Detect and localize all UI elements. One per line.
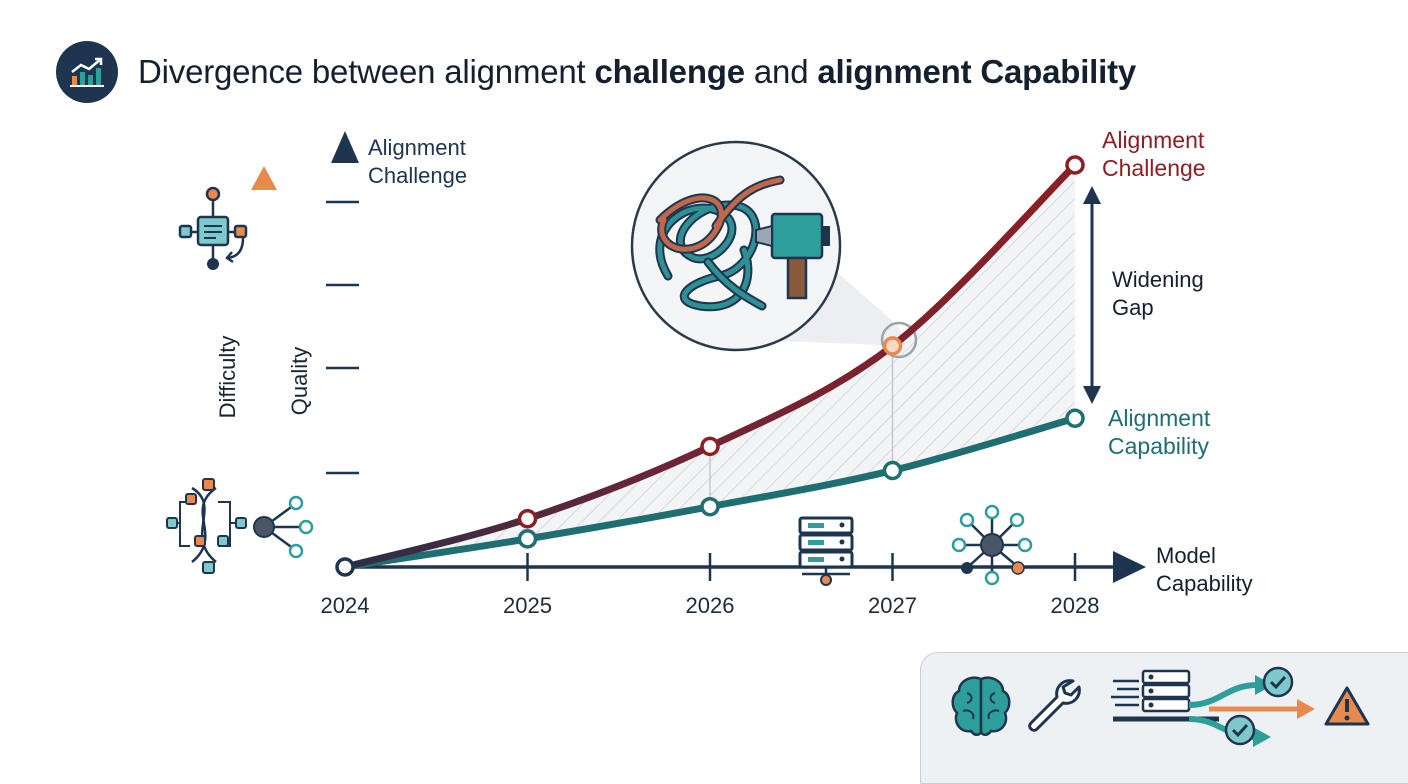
gap-label: Widening Gap — [1112, 266, 1204, 322]
data-point-capability-2026 — [700, 496, 720, 517]
x-tick-label-2024: 2024 — [320, 593, 370, 618]
x-tick-label-2025: 2025 — [503, 593, 552, 618]
data-points — [335, 155, 1085, 577]
x-axis-title: Model Capability — [1156, 542, 1253, 598]
data-point-challenge-2026 — [700, 436, 720, 457]
brain-icon — [951, 676, 1011, 736]
page-title: Divergence between alignment challenge a… — [138, 53, 1136, 91]
page-header: Divergence between alignment challenge a… — [56, 40, 1136, 104]
y-axis-title: Alignment Challenge — [368, 134, 467, 190]
server-rack-icon — [798, 516, 854, 586]
x-axis — [345, 551, 1146, 583]
data-point-capability-2027 — [882, 460, 903, 481]
x-tick-label-2026: 2026 — [685, 593, 735, 618]
x-tick-label-2027: 2027 — [868, 593, 917, 618]
y-axis — [326, 131, 359, 566]
gap-label-line2: Gap — [1112, 295, 1154, 320]
gap-label-line1: Widening — [1112, 267, 1204, 292]
data-point-challenge-2027 — [882, 336, 903, 356]
title-part-2: and — [744, 53, 818, 90]
tangled-knot-magnifier-icon — [630, 140, 918, 359]
data-point-challenge-2025 — [517, 509, 538, 529]
capability-label-line2: Capability — [1108, 433, 1209, 459]
y-axis-title-line2: Challenge — [368, 163, 468, 188]
chart-canvas: Divergence between alignment challenge a… — [56, 40, 1408, 784]
wrench-icon — [1028, 679, 1081, 732]
workflow-diagram-icon — [178, 186, 248, 270]
trend-chart-icon — [56, 41, 118, 103]
challenge-label-line1: Alignment — [1102, 127, 1205, 153]
check-circle-icon — [1262, 666, 1294, 698]
dna-network-icon — [166, 478, 247, 574]
y-axis-title-line1: Alignment — [368, 135, 466, 160]
data-point-capability-2025 — [517, 529, 538, 549]
x-ticks — [526, 553, 1077, 581]
capability-label-line1: Alignment — [1108, 405, 1211, 431]
x-axis-title-line2: Capability — [1156, 571, 1253, 596]
alignment-divergence-chart — [251, 131, 1146, 586]
network-hub-icon — [951, 504, 1033, 586]
x-tick-label-2028: 2028 — [1050, 593, 1100, 618]
difficulty-scale — [251, 166, 314, 566]
challenge-label-line2: Challenge — [1102, 155, 1206, 181]
title-part-1: Divergence between alignment — [138, 53, 595, 90]
quality-label: Quality — [287, 346, 312, 416]
capability-series-label: Alignment Capability — [1108, 404, 1210, 460]
warning-triangle-icon — [1324, 686, 1370, 726]
data-point-capability-2028 — [1065, 408, 1085, 429]
gap-arrow — [1083, 186, 1101, 404]
data-point-challenge-2028 — [1065, 155, 1085, 175]
x-axis-title-line1: Model — [1156, 543, 1216, 568]
difficulty-label: Difficulty — [215, 335, 240, 419]
title-bold-2: alignment Capability — [817, 53, 1137, 90]
check-circle-icon — [1224, 714, 1256, 746]
title-bold-1: challenge — [594, 53, 745, 90]
challenge-series-label: Alignment Challenge — [1102, 126, 1206, 182]
summary-icon-panel — [920, 652, 1408, 784]
data-point-origin-2024 — [335, 557, 355, 577]
